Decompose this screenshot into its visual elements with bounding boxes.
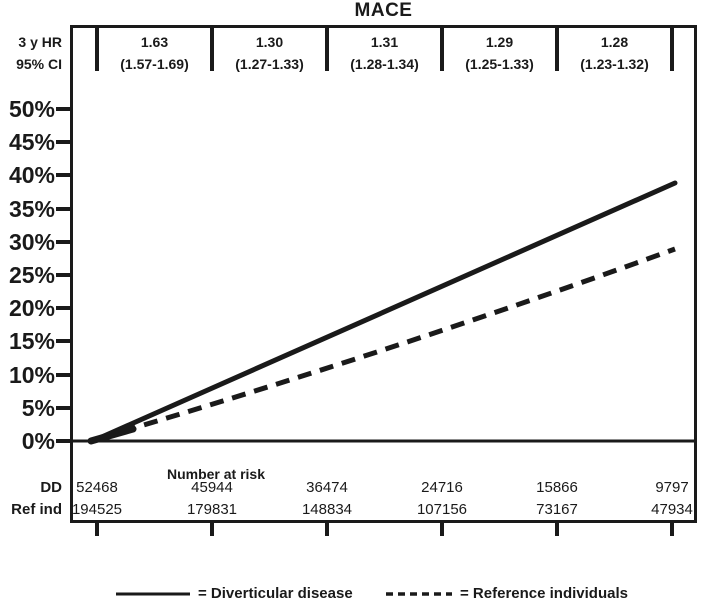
hr-interval-4: 1.29 (1.25-1.33) (443, 35, 556, 72)
y-axis-label: 50% (8, 96, 55, 122)
risk-value: 47934 (651, 501, 693, 518)
y-axis-label: 20% (8, 295, 55, 321)
risk-row-label-ref: Ref ind (11, 501, 62, 518)
y-axis-label: 0% (21, 428, 55, 454)
legend-label-diverticular: = Diverticular disease (198, 585, 353, 600)
hr-interval-5: 1.28 (1.23-1.32) (558, 35, 671, 72)
plot-border (70, 25, 697, 523)
risk-value: 73167 (536, 501, 578, 518)
risk-row-label-dd: DD (40, 479, 62, 496)
hr-ci: (1.57-1.69) (120, 56, 189, 72)
y-axis-label: 15% (8, 328, 55, 354)
hr-panel-ticks (95, 28, 674, 71)
number-at-risk-header: Number at risk (166, 466, 266, 482)
risk-value: 9797 (655, 479, 689, 496)
y-axis-label: 45% (8, 129, 55, 155)
chart-title: MACE (354, 0, 413, 21)
legend-label-reference: = Reference individuals (460, 585, 628, 600)
hr-interval-2: 1.30 (1.27-1.33) (213, 35, 326, 72)
y-axis-label: 40% (8, 162, 55, 188)
risk-value: 36474 (306, 479, 348, 496)
y-axis-label: 35% (8, 196, 55, 222)
y-axis-label: 5% (21, 395, 55, 421)
ci-row-label: 95% CI (16, 56, 62, 72)
hr-row-label: 3 y HR (18, 34, 62, 50)
hr-value: 1.28 (600, 34, 629, 50)
hr-value: 1.63 (140, 34, 169, 50)
hr-interval-3: 1.31 (1.28-1.34) (328, 35, 441, 72)
y-axis-label: 30% (8, 229, 55, 255)
risk-value: 107156 (416, 501, 468, 518)
x-axis-ticks (95, 523, 674, 536)
y-axis-ticks (56, 107, 70, 443)
risk-value: 52468 (76, 479, 118, 496)
hr-ci: (1.28-1.34) (350, 56, 419, 72)
risk-value: 15866 (536, 479, 578, 496)
risk-value: 24716 (421, 479, 463, 496)
risk-value: 179831 (186, 501, 238, 518)
hr-value: 1.30 (255, 34, 284, 50)
diverticular-disease-curve (92, 180, 678, 443)
risk-value: 45944 (191, 479, 233, 496)
risk-value: 194525 (71, 501, 123, 518)
hr-ci: (1.27-1.33) (235, 56, 304, 72)
hr-ci: (1.25-1.33) (465, 56, 534, 72)
hr-value: 1.31 (370, 34, 399, 50)
y-axis-label: 10% (8, 362, 55, 388)
hr-value: 1.29 (485, 34, 514, 50)
risk-value: 148834 (301, 501, 353, 518)
hr-ci: (1.23-1.32) (580, 56, 649, 72)
hr-interval-1: 1.63 (1.57-1.69) (98, 35, 211, 72)
reference-individuals-curve (99, 246, 676, 441)
y-axis-label: 25% (8, 262, 55, 288)
